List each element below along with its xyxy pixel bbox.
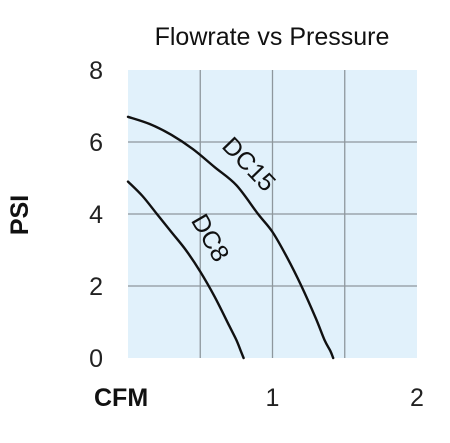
y-axis-ticks: 0 2 4 6 8	[89, 57, 103, 373]
y-tick-label: 4	[89, 201, 103, 229]
y-tick-label: 0	[89, 345, 103, 373]
x-tick-label: 2	[410, 384, 424, 412]
y-tick-label: 8	[89, 57, 103, 85]
y-tick-label: 2	[89, 273, 103, 301]
curve-dc8	[126, 180, 245, 360]
grid-lines	[128, 70, 417, 358]
curve-dc15	[126, 115, 335, 360]
curves	[126, 115, 335, 360]
y-axis-title: PSI	[6, 195, 34, 235]
y-tick-label: 6	[89, 129, 103, 157]
x-tick-label: 1	[266, 384, 280, 412]
chart-title: Flowrate vs Pressure	[155, 23, 390, 51]
x-axis-title: CFM	[94, 384, 148, 412]
